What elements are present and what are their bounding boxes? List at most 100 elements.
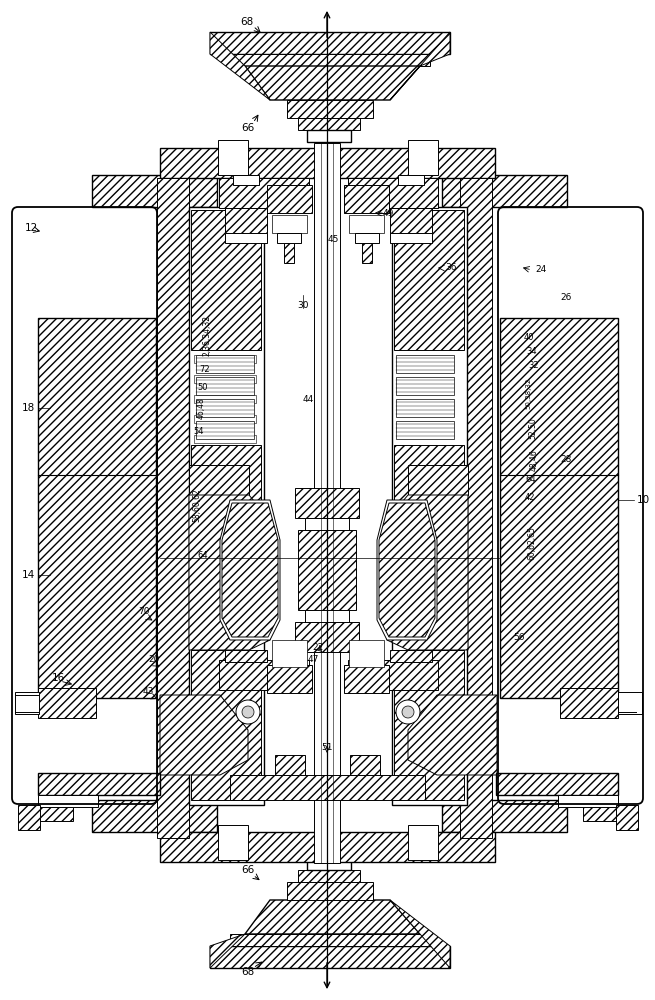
Polygon shape	[194, 435, 256, 443]
Text: 60,62,65: 60,62,65	[528, 526, 537, 560]
Polygon shape	[496, 773, 618, 795]
Text: 26: 26	[560, 294, 571, 302]
Polygon shape	[38, 318, 156, 698]
Polygon shape	[210, 32, 450, 54]
Polygon shape	[230, 54, 430, 66]
Polygon shape	[348, 178, 438, 208]
Polygon shape	[390, 233, 432, 243]
Text: 28: 28	[560, 456, 571, 464]
Polygon shape	[38, 807, 73, 821]
Polygon shape	[92, 800, 217, 832]
Polygon shape	[225, 208, 267, 233]
Polygon shape	[225, 233, 267, 243]
Polygon shape	[298, 530, 356, 610]
Polygon shape	[189, 495, 270, 650]
Text: 58,60,62: 58,60,62	[193, 488, 202, 522]
Polygon shape	[267, 185, 312, 213]
Polygon shape	[442, 175, 567, 207]
Polygon shape	[408, 140, 438, 175]
Polygon shape	[222, 503, 278, 637]
Polygon shape	[394, 210, 464, 350]
Text: 68: 68	[242, 967, 255, 977]
Polygon shape	[194, 375, 256, 383]
Polygon shape	[583, 807, 618, 821]
Polygon shape	[275, 755, 305, 785]
Polygon shape	[298, 118, 360, 130]
Polygon shape	[348, 660, 438, 690]
Text: 70: 70	[138, 607, 149, 616]
Polygon shape	[396, 421, 454, 439]
Polygon shape	[210, 946, 450, 968]
Polygon shape	[220, 500, 280, 640]
Polygon shape	[191, 445, 261, 585]
Polygon shape	[307, 130, 351, 142]
Polygon shape	[396, 377, 454, 395]
Polygon shape	[245, 900, 420, 934]
Polygon shape	[392, 207, 467, 805]
Text: 34: 34	[526, 348, 536, 357]
Polygon shape	[390, 208, 432, 233]
Polygon shape	[350, 755, 380, 785]
Polygon shape	[38, 688, 96, 718]
Polygon shape	[194, 355, 256, 363]
Polygon shape	[298, 870, 360, 882]
Polygon shape	[272, 640, 307, 667]
Polygon shape	[196, 421, 254, 439]
Polygon shape	[398, 175, 424, 185]
Polygon shape	[210, 32, 270, 100]
Polygon shape	[394, 650, 464, 800]
Polygon shape	[160, 695, 248, 775]
Text: 16: 16	[52, 673, 66, 683]
Polygon shape	[233, 175, 259, 185]
Text: 47: 47	[307, 656, 319, 664]
Circle shape	[402, 706, 414, 718]
Polygon shape	[314, 143, 340, 863]
Polygon shape	[284, 243, 294, 263]
Polygon shape	[219, 660, 309, 690]
Polygon shape	[194, 415, 256, 423]
Text: 20: 20	[148, 656, 159, 664]
Polygon shape	[442, 800, 567, 832]
Text: 52,50: 52,50	[528, 417, 537, 439]
Polygon shape	[355, 233, 379, 243]
Polygon shape	[349, 640, 384, 667]
Polygon shape	[394, 445, 464, 585]
Polygon shape	[218, 825, 248, 860]
Polygon shape	[160, 832, 495, 862]
Polygon shape	[408, 825, 438, 860]
Text: 56: 56	[513, 634, 525, 643]
Circle shape	[242, 706, 254, 718]
Polygon shape	[390, 650, 432, 662]
Polygon shape	[460, 178, 492, 838]
Polygon shape	[618, 692, 642, 714]
Text: 64: 64	[525, 476, 536, 485]
Polygon shape	[92, 175, 217, 207]
Polygon shape	[390, 900, 450, 968]
Text: 54: 54	[194, 428, 204, 436]
Polygon shape	[558, 795, 618, 807]
Polygon shape	[408, 695, 497, 775]
Polygon shape	[287, 100, 373, 118]
Polygon shape	[344, 185, 389, 213]
Polygon shape	[219, 178, 309, 208]
Text: 30: 30	[297, 300, 309, 310]
Polygon shape	[616, 805, 638, 830]
Polygon shape	[379, 503, 435, 637]
Text: 50: 50	[198, 383, 208, 392]
Text: 50,38,32: 50,38,32	[525, 377, 531, 409]
Text: 14: 14	[22, 570, 35, 580]
Polygon shape	[157, 178, 189, 838]
Polygon shape	[362, 243, 372, 263]
Polygon shape	[390, 32, 450, 100]
Text: 18: 18	[22, 403, 35, 413]
Text: 48,46: 48,46	[530, 449, 539, 471]
Polygon shape	[189, 465, 249, 495]
Text: 64: 64	[198, 550, 208, 560]
Polygon shape	[307, 858, 351, 870]
Polygon shape	[196, 355, 254, 373]
Text: 66: 66	[242, 123, 255, 133]
Text: 66: 66	[242, 865, 255, 875]
Polygon shape	[267, 665, 312, 693]
Polygon shape	[230, 934, 430, 946]
Polygon shape	[191, 650, 261, 800]
